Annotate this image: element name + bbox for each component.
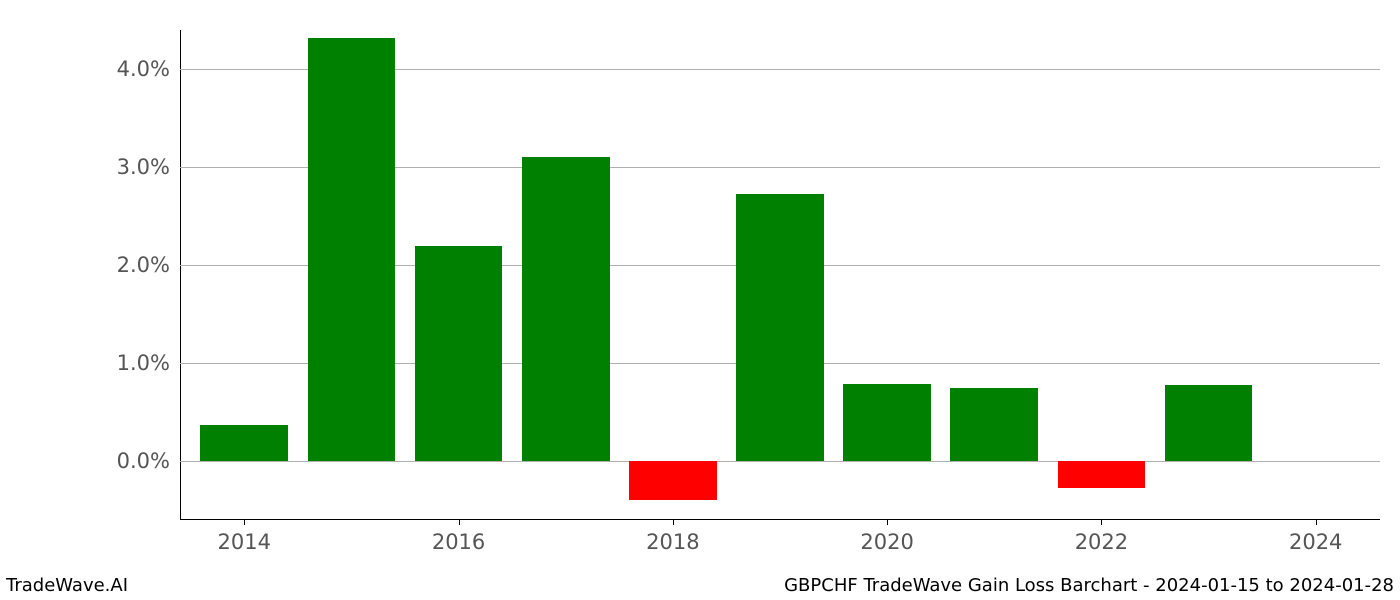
y-tick-label: 4.0% — [117, 57, 170, 81]
x-tick-label: 2016 — [432, 530, 485, 554]
y-axis-line — [180, 30, 181, 520]
footer-branding: TradeWave.AI — [6, 575, 128, 596]
x-tick-mark — [1101, 520, 1102, 525]
x-tick-mark — [673, 520, 674, 525]
bar-2017 — [522, 157, 610, 461]
gain-loss-barchart: 0.0% 1.0% 2.0% 3.0% 4.0% 2014 2016 2018 2020 2022… — [0, 0, 1400, 600]
x-tick-mark — [887, 520, 888, 525]
plot-area: 0.0%1.0%2.0%3.0%4.0%20142016201820202022… — [180, 30, 1380, 520]
y-tick-label: 2.0% — [117, 253, 170, 277]
x-tick-mark — [244, 520, 245, 525]
bar-2022 — [1058, 461, 1146, 487]
x-tick-label: 2014 — [218, 530, 271, 554]
x-tick-label: 2020 — [860, 530, 913, 554]
bar-2019 — [736, 194, 824, 462]
x-axis-line — [180, 519, 1380, 520]
bar-2018 — [629, 461, 717, 500]
y-tick-label: 0.0% — [117, 449, 170, 473]
y-tick-label: 1.0% — [117, 351, 170, 375]
bar-2015 — [308, 38, 396, 461]
gridline — [180, 461, 1380, 462]
x-tick-label: 2024 — [1289, 530, 1342, 554]
bar-2014 — [200, 425, 288, 461]
x-tick-mark — [459, 520, 460, 525]
bar-2023 — [1165, 385, 1253, 461]
y-tick-label: 3.0% — [117, 155, 170, 179]
x-tick-label: 2018 — [646, 530, 699, 554]
bar-2016 — [415, 246, 503, 462]
x-tick-label: 2022 — [1075, 530, 1128, 554]
x-tick-mark — [1316, 520, 1317, 525]
footer-caption: GBPCHF TradeWave Gain Loss Barchart - 20… — [784, 575, 1394, 596]
bar-2020 — [843, 384, 931, 461]
bar-2021 — [950, 388, 1038, 462]
